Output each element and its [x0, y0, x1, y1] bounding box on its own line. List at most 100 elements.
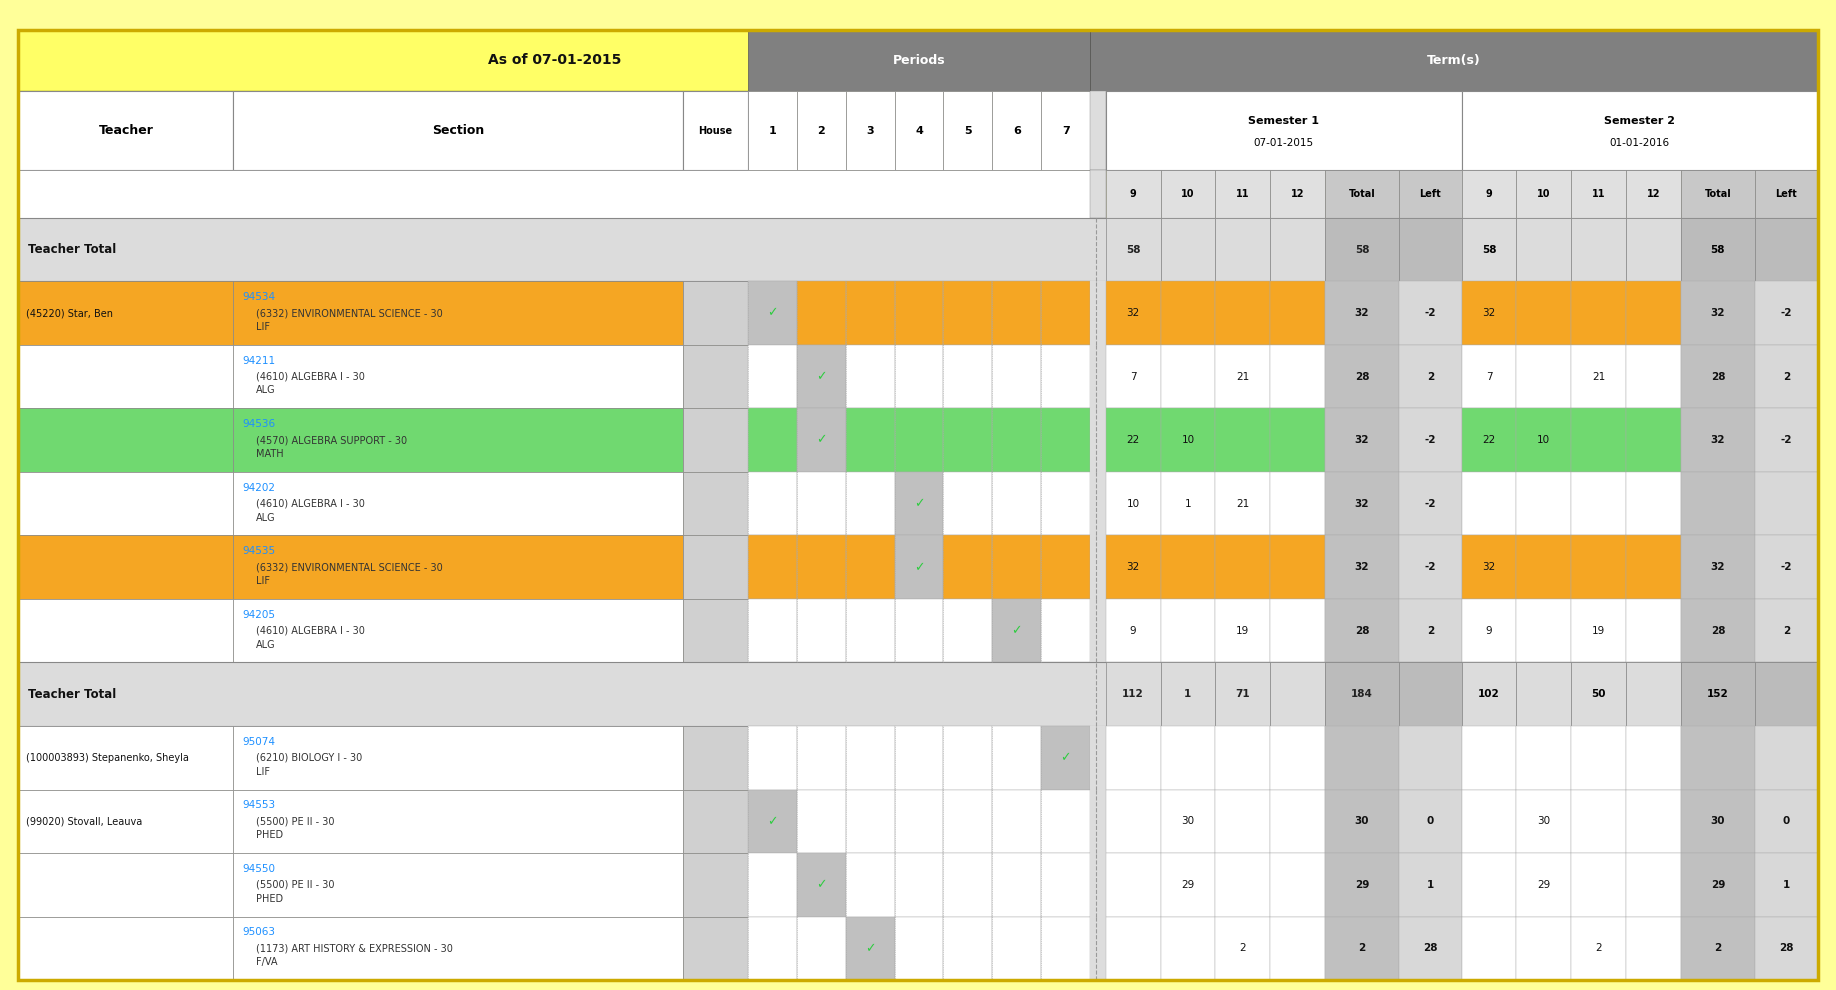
- FancyBboxPatch shape: [1755, 170, 1818, 218]
- FancyBboxPatch shape: [894, 917, 944, 980]
- Text: ✓: ✓: [767, 307, 778, 320]
- FancyBboxPatch shape: [991, 472, 1041, 536]
- FancyBboxPatch shape: [1680, 726, 1755, 790]
- FancyBboxPatch shape: [1105, 409, 1160, 472]
- FancyBboxPatch shape: [1215, 409, 1271, 472]
- Text: 19: 19: [1592, 626, 1605, 636]
- FancyBboxPatch shape: [894, 91, 944, 170]
- FancyBboxPatch shape: [1680, 345, 1755, 409]
- Text: PHED: PHED: [255, 894, 283, 904]
- Text: Total: Total: [1704, 189, 1731, 199]
- FancyBboxPatch shape: [747, 536, 797, 599]
- Text: 2: 2: [1715, 943, 1722, 953]
- FancyBboxPatch shape: [1326, 662, 1399, 726]
- Text: 30: 30: [1181, 817, 1195, 827]
- Text: 28: 28: [1711, 371, 1726, 381]
- FancyBboxPatch shape: [797, 917, 846, 980]
- Text: 9: 9: [1485, 189, 1493, 199]
- FancyBboxPatch shape: [683, 536, 747, 599]
- FancyBboxPatch shape: [1105, 917, 1160, 980]
- FancyBboxPatch shape: [1517, 281, 1572, 345]
- FancyBboxPatch shape: [747, 30, 1091, 91]
- FancyBboxPatch shape: [1755, 218, 1818, 281]
- FancyBboxPatch shape: [1326, 345, 1399, 409]
- FancyBboxPatch shape: [1160, 281, 1215, 345]
- FancyBboxPatch shape: [1755, 472, 1818, 536]
- FancyBboxPatch shape: [894, 345, 944, 409]
- FancyBboxPatch shape: [1517, 599, 1572, 662]
- FancyBboxPatch shape: [747, 599, 797, 662]
- Text: 32: 32: [1355, 308, 1370, 318]
- Text: ✓: ✓: [815, 434, 826, 446]
- FancyBboxPatch shape: [1105, 472, 1160, 536]
- Text: ✓: ✓: [815, 370, 826, 383]
- FancyBboxPatch shape: [1517, 409, 1572, 472]
- FancyBboxPatch shape: [1091, 472, 1105, 536]
- FancyBboxPatch shape: [1755, 726, 1818, 790]
- FancyBboxPatch shape: [1271, 662, 1326, 726]
- FancyBboxPatch shape: [797, 409, 846, 472]
- Text: ✓: ✓: [1012, 625, 1023, 638]
- Text: 102: 102: [1478, 689, 1500, 699]
- FancyBboxPatch shape: [1160, 917, 1215, 980]
- FancyBboxPatch shape: [683, 409, 747, 472]
- Text: 29: 29: [1181, 880, 1195, 890]
- FancyBboxPatch shape: [1572, 917, 1627, 980]
- FancyBboxPatch shape: [1271, 345, 1326, 409]
- FancyBboxPatch shape: [1399, 281, 1461, 345]
- FancyBboxPatch shape: [894, 726, 944, 790]
- Text: 10: 10: [1127, 499, 1140, 509]
- FancyBboxPatch shape: [1461, 281, 1517, 345]
- Text: 22: 22: [1482, 436, 1496, 446]
- FancyBboxPatch shape: [1680, 853, 1755, 917]
- FancyBboxPatch shape: [1680, 218, 1755, 281]
- Text: 10: 10: [1537, 189, 1551, 199]
- Text: 112: 112: [1122, 689, 1144, 699]
- FancyBboxPatch shape: [1627, 345, 1680, 409]
- FancyBboxPatch shape: [1461, 662, 1517, 726]
- FancyBboxPatch shape: [1399, 536, 1461, 599]
- Text: 58: 58: [1355, 245, 1370, 254]
- FancyBboxPatch shape: [1572, 281, 1627, 345]
- FancyBboxPatch shape: [991, 281, 1041, 345]
- FancyBboxPatch shape: [1105, 599, 1160, 662]
- FancyBboxPatch shape: [1572, 472, 1627, 536]
- FancyBboxPatch shape: [1627, 170, 1680, 218]
- FancyBboxPatch shape: [18, 281, 233, 345]
- FancyBboxPatch shape: [747, 91, 797, 170]
- FancyBboxPatch shape: [1091, 726, 1105, 790]
- FancyBboxPatch shape: [747, 790, 797, 853]
- FancyBboxPatch shape: [683, 917, 747, 980]
- FancyBboxPatch shape: [1461, 790, 1517, 853]
- FancyBboxPatch shape: [683, 281, 747, 345]
- FancyBboxPatch shape: [1041, 409, 1091, 472]
- Text: 29: 29: [1711, 880, 1726, 890]
- FancyBboxPatch shape: [846, 599, 894, 662]
- Text: 2: 2: [817, 126, 824, 136]
- Text: -2: -2: [1425, 562, 1436, 572]
- FancyBboxPatch shape: [1215, 281, 1271, 345]
- FancyBboxPatch shape: [1271, 790, 1326, 853]
- FancyBboxPatch shape: [1091, 91, 1105, 170]
- FancyBboxPatch shape: [1572, 726, 1627, 790]
- Text: (4570) ALGEBRA SUPPORT - 30: (4570) ALGEBRA SUPPORT - 30: [255, 436, 406, 446]
- FancyBboxPatch shape: [1326, 917, 1399, 980]
- FancyBboxPatch shape: [18, 790, 233, 853]
- FancyBboxPatch shape: [1105, 790, 1160, 853]
- FancyBboxPatch shape: [1271, 170, 1326, 218]
- Text: 28: 28: [1355, 626, 1370, 636]
- Text: 0: 0: [1783, 817, 1790, 827]
- FancyBboxPatch shape: [1627, 790, 1680, 853]
- FancyBboxPatch shape: [1680, 472, 1755, 536]
- FancyBboxPatch shape: [797, 790, 846, 853]
- FancyBboxPatch shape: [1399, 170, 1461, 218]
- FancyBboxPatch shape: [846, 917, 894, 980]
- FancyBboxPatch shape: [1271, 726, 1326, 790]
- FancyBboxPatch shape: [683, 853, 747, 917]
- FancyBboxPatch shape: [1572, 853, 1627, 917]
- FancyBboxPatch shape: [747, 726, 797, 790]
- Text: 28: 28: [1355, 371, 1370, 381]
- FancyBboxPatch shape: [683, 345, 747, 409]
- FancyBboxPatch shape: [1517, 662, 1572, 726]
- FancyBboxPatch shape: [1160, 472, 1215, 536]
